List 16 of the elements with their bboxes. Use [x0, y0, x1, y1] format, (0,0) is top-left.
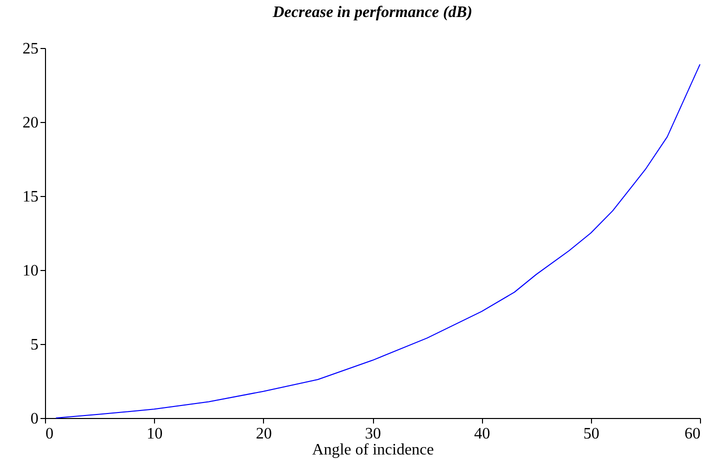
x-tick-label: 30	[365, 426, 381, 442]
y-tick-label: 10	[22, 262, 38, 280]
chart-title: Decrease in performance (dB)	[272, 4, 472, 21]
x-tick-label: 20	[256, 426, 272, 442]
x-tick-label: 0	[46, 426, 54, 442]
y-tick-label: 15	[22, 188, 38, 206]
x-tick-label: 60	[684, 426, 700, 442]
line-series	[55, 64, 700, 418]
y-tick-label: 25	[22, 40, 38, 58]
y-tick-label: 20	[22, 114, 38, 132]
x-tick-label: 40	[474, 426, 490, 442]
x-tick-label: 10	[146, 426, 163, 442]
y-tick-label: 0	[30, 410, 38, 428]
x-tick-label: 50	[583, 426, 600, 442]
x-axis-title: Angle of incidence	[312, 442, 434, 458]
y-tick-label: 5	[30, 336, 38, 354]
